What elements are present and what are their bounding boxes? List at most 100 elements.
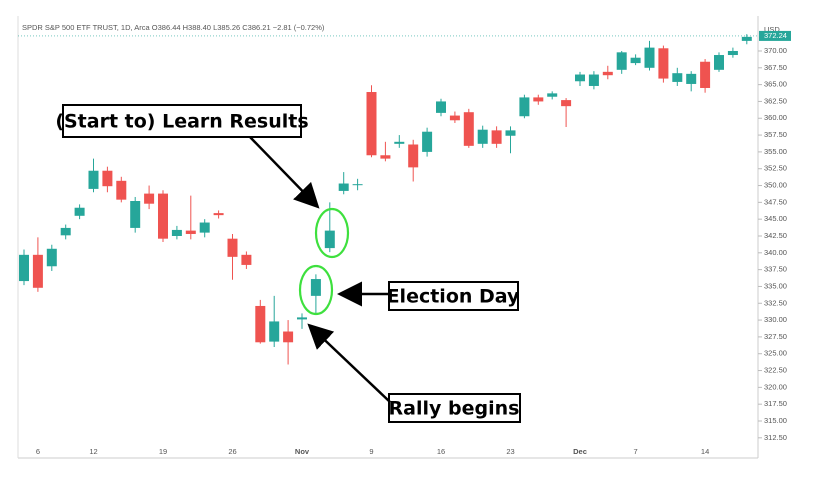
y-tick-label: 360.00 xyxy=(764,113,787,122)
candle-body xyxy=(630,57,641,64)
candle-body xyxy=(436,101,446,113)
candle-body xyxy=(394,141,405,144)
x-tick-label: 7 xyxy=(634,447,638,456)
candle-body xyxy=(338,183,349,191)
candle-body xyxy=(714,55,724,70)
y-tick-label: 345.00 xyxy=(764,214,787,223)
candle-body xyxy=(171,229,182,236)
x-tick-label: 9 xyxy=(369,447,373,456)
candle-body xyxy=(74,207,85,216)
y-tick-label: 330.00 xyxy=(764,315,787,324)
y-tick-label: 362.50 xyxy=(764,96,787,105)
candle-body xyxy=(199,222,210,233)
y-tick-label: 357.50 xyxy=(764,130,787,139)
candle-body xyxy=(130,201,141,228)
candle-body xyxy=(158,193,168,239)
y-tick-label: 347.50 xyxy=(764,197,787,206)
candle-body xyxy=(422,131,433,152)
candle-body xyxy=(227,238,238,257)
candle-body xyxy=(602,71,613,76)
y-tick-label: 315.00 xyxy=(764,416,787,425)
candle-body xyxy=(408,144,419,168)
candle-body xyxy=(283,331,294,343)
candle-body xyxy=(463,112,474,146)
y-tick-label: 325.00 xyxy=(764,349,787,358)
y-tick-label: 317.50 xyxy=(764,399,787,408)
y-axis-label: USD xyxy=(764,25,780,34)
x-tick-label: 14 xyxy=(701,447,709,456)
candle-body xyxy=(727,50,738,56)
candle-body xyxy=(366,92,377,156)
candle-body xyxy=(519,97,530,117)
candle-body xyxy=(449,115,460,121)
annotation: Election Day xyxy=(387,286,520,308)
arrow xyxy=(249,136,320,209)
candle-body xyxy=(561,100,572,107)
y-tick-label: 320.00 xyxy=(764,382,787,391)
candle-body xyxy=(658,48,669,79)
candle-body xyxy=(102,170,113,187)
candle-body xyxy=(741,36,752,41)
y-tick-label: 355.00 xyxy=(764,147,787,156)
candle-body xyxy=(60,227,71,236)
candle-body xyxy=(88,170,99,189)
candle-body xyxy=(255,305,266,343)
y-tick-label: 332.50 xyxy=(764,298,787,307)
candle-body xyxy=(672,73,683,82)
annotation: Rally begins xyxy=(389,398,520,420)
annotation-box xyxy=(62,104,302,138)
x-tick-label: 12 xyxy=(89,447,97,456)
candle-body xyxy=(352,184,363,186)
chart-title: SPDR S&P 500 ETF TRUST, 1D, Arca O386.44… xyxy=(22,23,325,32)
candle-body xyxy=(144,193,155,204)
x-tick-label: 6 xyxy=(36,447,40,456)
candle-body xyxy=(46,248,57,267)
annotation: (Start to) Learn Results xyxy=(55,111,308,133)
highlight-ellipse xyxy=(314,207,350,259)
x-tick-label: 26 xyxy=(228,447,236,456)
candle-body xyxy=(477,129,488,144)
candle-body xyxy=(616,52,627,70)
candle-body xyxy=(686,73,697,84)
y-tick-label: 337.50 xyxy=(764,265,787,274)
candle-body xyxy=(19,254,29,282)
candle-body xyxy=(241,254,252,265)
candle-body xyxy=(269,321,280,342)
last-price-label: 372.24 xyxy=(764,31,787,40)
candle-body xyxy=(533,97,544,102)
y-tick-label: 365.00 xyxy=(764,80,787,89)
x-tick-label: Dec xyxy=(573,447,587,456)
y-tick-label: 322.50 xyxy=(764,366,787,375)
y-tick-label: 367.50 xyxy=(764,63,787,72)
candle-body xyxy=(491,130,502,144)
y-tick-label: 312.50 xyxy=(764,433,787,442)
x-tick-label: 23 xyxy=(506,447,514,456)
y-tick-label: 335.00 xyxy=(764,281,787,290)
candle-body xyxy=(644,47,655,68)
y-tick-label: 370.00 xyxy=(764,46,787,55)
candles xyxy=(19,34,752,365)
last-price-badge xyxy=(759,30,791,41)
candle-body xyxy=(700,61,711,88)
y-tick-label: 342.50 xyxy=(764,231,787,240)
y-tick-label: 350.00 xyxy=(764,181,787,190)
x-tick-label: 16 xyxy=(437,447,445,456)
candle-body xyxy=(575,74,585,82)
annotation-box xyxy=(388,281,519,311)
candle-body xyxy=(185,230,196,234)
y-tick-label: 352.50 xyxy=(764,164,787,173)
candle-body xyxy=(116,180,127,200)
candle-body xyxy=(324,230,335,249)
highlight-ellipse xyxy=(298,264,334,316)
candle-body xyxy=(380,155,391,159)
arrow xyxy=(307,323,391,403)
y-tick-label: 327.50 xyxy=(764,332,787,341)
x-tick-label: Nov xyxy=(295,447,310,456)
candle-body xyxy=(213,213,224,216)
x-tick-label: 19 xyxy=(159,447,167,456)
candle-body xyxy=(547,93,558,97)
candle-body xyxy=(588,74,599,86)
candle-body xyxy=(505,130,516,136)
